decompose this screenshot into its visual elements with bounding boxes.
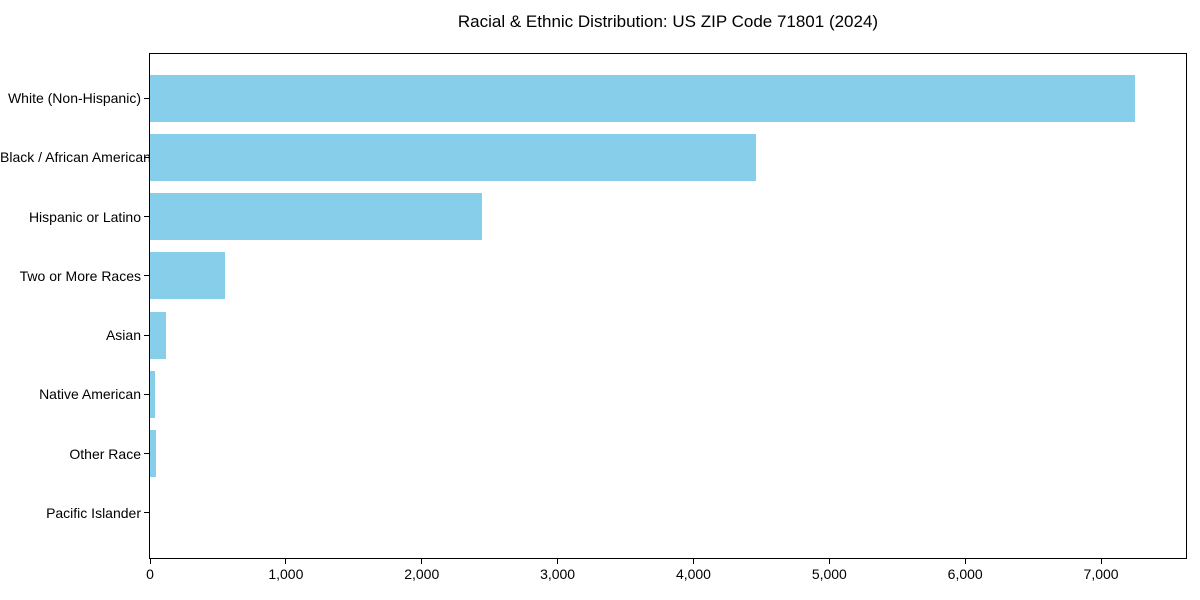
x-tick-mark <box>149 559 151 564</box>
x-tick-label: 6,000 <box>947 566 983 582</box>
bar-black-african-american <box>150 133 756 181</box>
x-tick-label: 0 <box>146 566 154 582</box>
y-tick-label: White (Non-Hispanic) <box>7 90 141 106</box>
y-tick-label: Pacific Islander <box>46 504 141 521</box>
bar-asian <box>150 311 167 359</box>
y-tick-label: Black / African American <box>0 149 151 166</box>
y-tick-label: Native American <box>39 386 141 403</box>
x-tick-label: 5,000 <box>811 566 847 582</box>
y-tick-mark <box>144 393 149 395</box>
y-tick-label: Hispanic or Latino <box>28 208 141 225</box>
bar-two-or-more-races <box>150 252 225 300</box>
x-tick-mark <box>285 559 287 564</box>
x-tick-label: 7,000 <box>1083 566 1119 582</box>
y-tick-label: Other Race <box>69 445 141 462</box>
bar-white-non-hispanic <box>150 74 1136 122</box>
x-tick-mark <box>964 559 966 564</box>
y-tick-mark <box>144 512 149 514</box>
x-tick-mark <box>692 559 694 564</box>
plot-area <box>149 53 1187 559</box>
y-tick-mark <box>144 275 149 277</box>
y-tick-label: Asian <box>105 327 141 344</box>
x-tick-mark <box>421 559 423 564</box>
x-tick-label: 3,000 <box>540 566 576 582</box>
y-tick-label: Two or More Races <box>19 267 141 284</box>
chart-title: Racial & Ethnic Distribution: US ZIP Cod… <box>457 12 879 31</box>
y-tick-mark <box>144 156 149 158</box>
bar-native-american <box>150 370 155 418</box>
x-tick-mark <box>1100 559 1102 564</box>
y-tick-mark <box>144 97 149 99</box>
x-tick-label: 4,000 <box>675 566 711 582</box>
y-tick-mark <box>144 453 149 455</box>
y-tick-mark <box>144 334 149 336</box>
x-tick-mark <box>828 559 830 564</box>
y-tick-mark <box>144 216 149 218</box>
x-tick-label: 1,000 <box>268 566 304 582</box>
bar-other-race <box>150 430 157 478</box>
x-tick-mark <box>557 559 559 564</box>
x-tick-label: 2,000 <box>404 566 440 582</box>
bar-hispanic-or-latino <box>150 193 482 241</box>
